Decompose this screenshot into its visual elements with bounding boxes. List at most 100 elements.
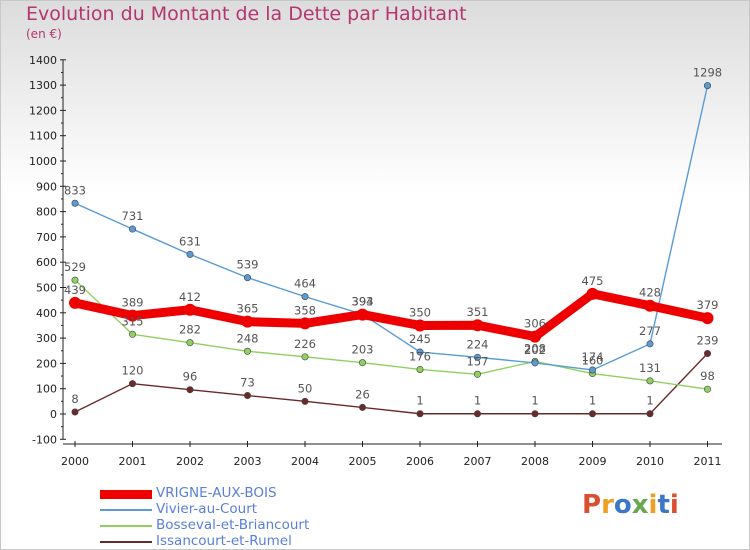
- data-label: 1: [589, 394, 596, 408]
- data-point: [129, 225, 137, 233]
- data-point: [126, 309, 139, 322]
- legend-swatch: [100, 489, 152, 499]
- data-label: 394: [352, 294, 374, 308]
- data-point: [703, 350, 711, 358]
- legend-label: Issancourt-et-Rumel: [156, 533, 292, 549]
- y-tick-label: 0: [50, 408, 57, 421]
- data-label: 631: [179, 234, 201, 248]
- data-label: 731: [122, 209, 144, 223]
- series-line-3: [74, 352, 709, 415]
- data-label: 120: [122, 364, 144, 378]
- y-tick-label: 800: [36, 206, 57, 219]
- data-point: [299, 317, 311, 330]
- data-point: [529, 330, 541, 343]
- data-label: 224: [467, 337, 489, 351]
- legend-label: VRIGNE-AUX-BOIS: [156, 485, 277, 501]
- data-point: [416, 365, 424, 373]
- y-tick-label: 1400: [29, 54, 57, 67]
- data-label: 1: [531, 394, 538, 408]
- data-point: [244, 274, 252, 282]
- data-label: 174: [582, 350, 604, 364]
- data-point: [301, 397, 309, 405]
- data-label: 157: [467, 354, 489, 368]
- data-point: [644, 299, 656, 312]
- x-tick-label: 2009: [579, 455, 607, 468]
- data-label: 50: [298, 381, 313, 395]
- y-tick-label: 500: [36, 282, 57, 295]
- data-point: [184, 303, 196, 316]
- data-point: [703, 385, 711, 393]
- data-label: 277: [639, 324, 661, 338]
- data-point: [646, 377, 654, 385]
- x-tick-label: 2010: [636, 455, 664, 468]
- chart-subtitle: (en €): [26, 27, 62, 41]
- data-label: 208: [524, 341, 546, 355]
- data-point: [531, 359, 539, 367]
- data-point: [473, 370, 481, 378]
- data-label: 96: [183, 370, 198, 384]
- legend-label: Vivier-au-Court: [156, 501, 258, 517]
- data-point: [473, 410, 481, 418]
- data-point: [69, 296, 81, 309]
- data-label: 833: [64, 183, 86, 197]
- data-point: [703, 82, 711, 90]
- data-label: 389: [122, 296, 144, 310]
- data-point: [701, 312, 714, 325]
- x-tick-label: 2008: [521, 455, 549, 468]
- data-point: [358, 403, 366, 411]
- data-label: 239: [697, 334, 719, 348]
- data-point: [414, 319, 426, 332]
- data-point: [301, 293, 309, 301]
- data-label: 351: [467, 305, 489, 319]
- data-point: [356, 308, 369, 321]
- y-tick-label: 900: [36, 180, 57, 193]
- data-label: 226: [294, 337, 316, 351]
- data-label: 160: [582, 354, 604, 368]
- data-point: [186, 386, 194, 394]
- y-tick-label: -100: [32, 433, 57, 446]
- data-label: 26: [355, 387, 370, 401]
- data-label: 315: [122, 314, 144, 328]
- data-point: [586, 287, 599, 300]
- data-label: 1: [474, 394, 481, 408]
- data-label: 248: [237, 331, 259, 345]
- legend-swatch: [100, 509, 152, 511]
- x-tick-label: 2000: [61, 455, 89, 468]
- data-label: 365: [237, 302, 259, 316]
- data-point: [129, 380, 137, 388]
- data-label: 1298: [693, 66, 722, 80]
- data-label: 529: [64, 260, 86, 274]
- data-label: 464: [294, 277, 316, 291]
- x-tick-label: 2011: [694, 455, 722, 468]
- data-point: [416, 410, 424, 418]
- data-point: [241, 315, 254, 328]
- y-tick-label: 400: [36, 307, 57, 320]
- y-tick-label: 1300: [29, 79, 57, 92]
- y-tick-label: 600: [36, 256, 57, 269]
- series-line-0: [70, 289, 712, 342]
- series-line-1: [74, 84, 709, 371]
- y-tick-label: 100: [36, 383, 57, 396]
- legend-label: Bosseval-et-Briancourt: [156, 517, 310, 533]
- data-label: 98: [700, 369, 715, 383]
- x-tick-label: 2007: [464, 455, 492, 468]
- data-label: 8: [71, 392, 78, 406]
- data-point: [71, 408, 79, 416]
- data-label: 439: [64, 283, 86, 297]
- data-point: [186, 250, 194, 258]
- data-label: 1: [646, 394, 653, 408]
- data-label: 306: [524, 317, 546, 331]
- x-tick-label: 2004: [291, 455, 319, 468]
- data-label: 202: [524, 343, 546, 357]
- y-tick-label: 700: [36, 231, 57, 244]
- legend-swatch: [100, 525, 152, 527]
- y-tick-label: 1100: [29, 130, 57, 143]
- chart-title: Evolution du Montant de la Dette par Hab…: [26, 3, 467, 25]
- x-tick-label: 2002: [176, 455, 204, 468]
- y-tick-label: 1200: [29, 104, 57, 117]
- data-label: 379: [697, 298, 719, 312]
- data-label: 1: [416, 394, 423, 408]
- data-label: 412: [179, 290, 201, 304]
